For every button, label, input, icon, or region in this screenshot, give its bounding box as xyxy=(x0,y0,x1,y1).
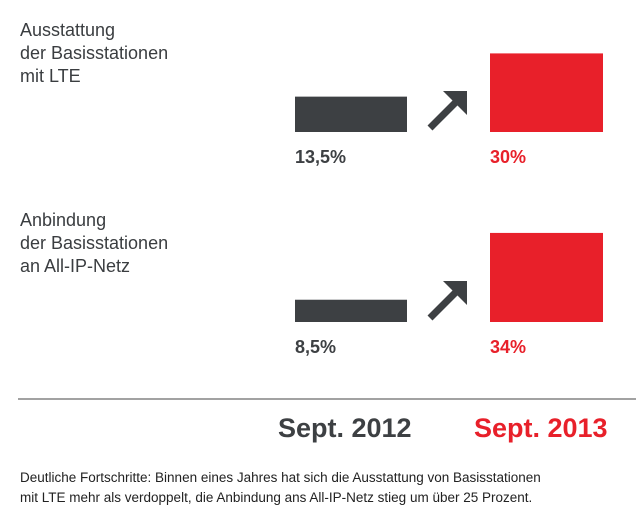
period-label-2013: Sept. 2013 xyxy=(474,413,608,443)
group-2-label-line-2: der Basisstationen xyxy=(20,233,168,253)
bar-group-2-2012 xyxy=(295,299,407,322)
value-label-group-1-2012: 13,5% xyxy=(295,147,346,167)
value-label-group-2-2012: 8,5% xyxy=(295,337,336,357)
caption-line-1: Deutliche Fortschritte: Binnen eines Jah… xyxy=(20,470,541,485)
group-1-label-line-2: der Basisstationen xyxy=(20,43,168,63)
value-label-group-2-2013: 34% xyxy=(490,337,526,357)
value-label-group-1-2013: 30% xyxy=(490,147,526,167)
group-2-label-line-1: Anbindung xyxy=(20,210,106,230)
arrow-icon-shaft-1 xyxy=(427,96,462,131)
group-2-label-line-3: an All-IP-Netz xyxy=(20,256,130,276)
arrow-icon-shaft-2 xyxy=(427,286,462,321)
group-1-label-line-3: mit LTE xyxy=(20,66,81,86)
bar-group-1-2012 xyxy=(295,96,407,132)
arrow-icon-head-1 xyxy=(443,91,467,115)
group-1-label-line-1: Ausstattung xyxy=(20,20,115,40)
caption-line-2: mit LTE mehr als verdoppelt, die Anbindu… xyxy=(20,490,533,505)
period-label-2012: Sept. 2012 xyxy=(278,413,412,443)
bar-group-2-2013 xyxy=(490,232,603,322)
chart-canvas: Ausstattung der Basisstationen mit LTE 13,5… xyxy=(18,20,636,443)
chart-caption: Deutliche Fortschritte: Binnen eines Jah… xyxy=(20,468,630,508)
arrow-icon-head-2 xyxy=(443,281,467,305)
bar-group-1-2013 xyxy=(490,53,603,132)
